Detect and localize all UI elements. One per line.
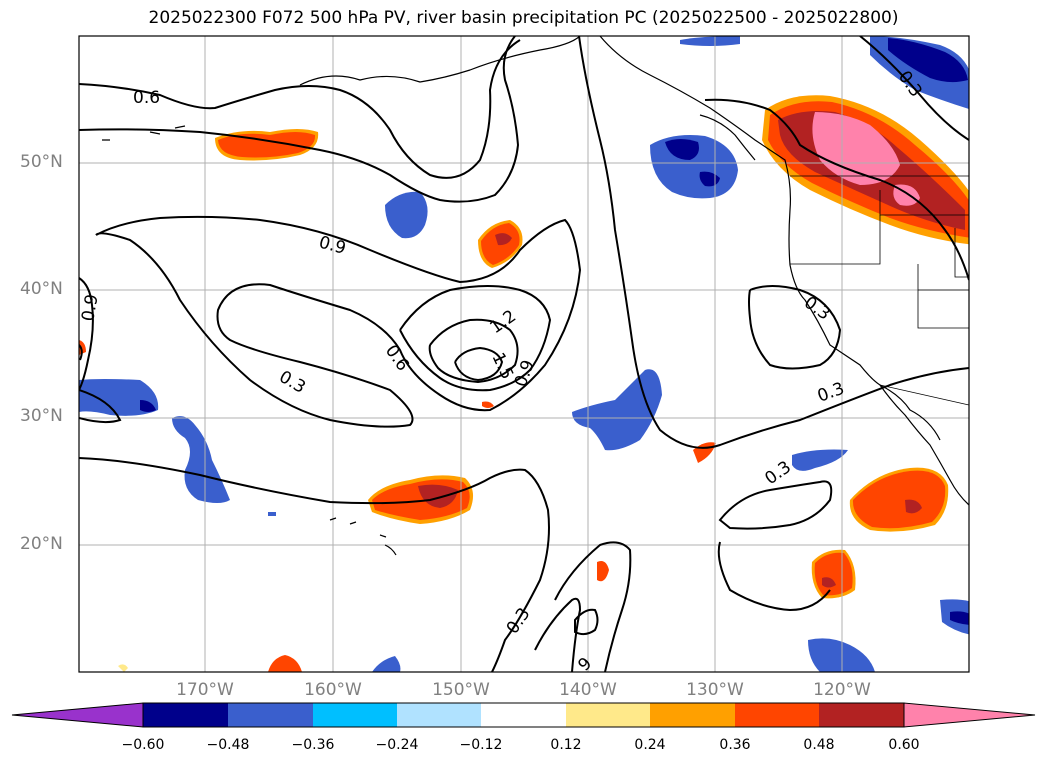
lat-label-40n: 40°N [20,279,63,299]
colorbar-cell [650,703,735,727]
plot-title: 2025022300 F072 500 hPa PV, river basin … [148,8,899,28]
colorbar-cell [313,703,397,727]
contour-label: 0.9 [317,233,348,259]
colorbar-tick: −0.60 [121,737,165,753]
colorbar-cell [481,703,566,727]
colorbar-tick: −0.24 [375,737,419,753]
lon-label-140w: 140°W [559,680,617,700]
contour-label: 0.9 [78,293,102,323]
colorbar-tick: 0.60 [888,737,920,753]
colorbar-tick: −0.36 [291,737,335,753]
lon-label-120w: 120°W [813,680,871,700]
lon-label-170w: 170°W [176,680,234,700]
colorbar-tick: 0.24 [634,737,666,753]
contour-label: 0.3 [800,293,834,325]
contour-label: 1.2 [486,306,520,338]
contour-label: 0.6 [133,88,160,108]
colorbar-cell [819,703,904,727]
colorbar-tick: −0.48 [206,737,250,753]
colorbar-extend-high [903,702,1036,728]
colorbar-frame [142,702,905,728]
contour-label: 0.3 [761,457,795,489]
coastlines [102,36,969,556]
colorbar-tick: 0.36 [719,737,751,753]
colorbar-tick: 0.48 [803,737,835,753]
map-frame [78,35,970,673]
contour-label: 0.3 [276,367,309,398]
colorbar-tick: −0.12 [459,737,503,753]
colorbar-cell [566,703,650,727]
lat-label-20n: 20°N [20,534,63,554]
precip-shading [79,36,969,672]
colorbar-tick: 0.12 [550,737,582,753]
colorbar-extend-low [11,702,144,728]
contour-label: 0.6 [381,341,413,375]
colorbar-cell [397,703,481,727]
colorbar-cell [228,703,313,727]
map-area: 0.6 0.9 0.9 0.6 1.2 1.5 0.9 0.3 0.3 0.3 … [78,36,969,672]
pv-contours [79,36,969,672]
contour-label: 0.3 [503,604,535,638]
lon-label-130w: 130°W [686,680,744,700]
lon-label-160w: 160°W [304,680,362,700]
lat-label-30n: 30°N [20,406,63,426]
colorbar-cell [143,703,228,727]
lon-label-150w: 150°W [432,680,490,700]
colorbar-cell [735,703,819,727]
colorbar [11,702,1036,728]
lat-label-50n: 50°N [20,152,63,172]
